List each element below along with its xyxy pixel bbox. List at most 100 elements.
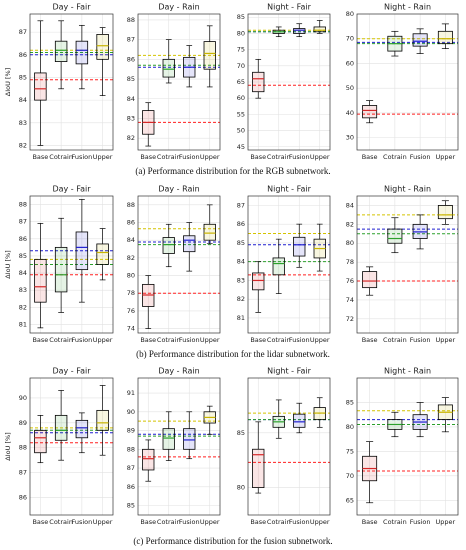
x-tick-label: Upper — [200, 518, 220, 526]
y-tick-label: 80 — [346, 423, 354, 431]
y-tick-label: 87 — [127, 36, 135, 44]
y-tick-label: 60 — [237, 94, 245, 102]
y-tick-label: 85 — [237, 429, 245, 437]
y-tick-label: 72 — [346, 315, 354, 323]
box — [252, 448, 265, 488]
frame — [247, 195, 331, 334]
y-tick-label: 83 — [127, 114, 135, 122]
y-tick-label: 88 — [127, 201, 135, 209]
box — [362, 271, 378, 289]
frame — [29, 195, 114, 334]
y-tick-label: 85 — [127, 75, 135, 83]
y-tick-label: 50 — [237, 127, 245, 135]
y-tick-label: 75 — [237, 46, 245, 54]
y-tick-label: 87 — [127, 464, 135, 472]
y-tick-label: 85 — [19, 73, 27, 81]
y-tick-label: 65 — [237, 78, 245, 86]
x-tick-label: Cotrain — [267, 153, 291, 161]
box — [272, 257, 285, 276]
box — [293, 413, 306, 428]
x-tick-label: Base — [32, 336, 48, 344]
x-tick-label: Cotrain — [157, 153, 181, 161]
y-tick-label: 74 — [127, 325, 135, 333]
box — [203, 223, 216, 241]
x-tick-label: Fusion — [71, 153, 92, 161]
x-tick-label: Upper — [93, 153, 113, 161]
x-tick-label: Cotrain — [383, 336, 407, 344]
y-tick-label: 89 — [127, 427, 135, 435]
y-tick-label: 81 — [237, 314, 245, 322]
x-tick-label: Cotrain — [267, 336, 291, 344]
plot-area — [357, 378, 458, 515]
x-tick-label: Fusion — [410, 336, 431, 344]
y-tick-label: 76 — [127, 307, 135, 315]
y-tick-label: 88 — [19, 201, 27, 209]
y-tick-label: 78 — [127, 289, 135, 297]
box — [34, 258, 47, 303]
box — [183, 428, 196, 450]
y-tick-label: 87 — [237, 201, 245, 209]
plot-area — [30, 14, 113, 150]
y-tick-label: 85 — [19, 252, 27, 260]
box — [293, 236, 306, 257]
box — [252, 71, 265, 93]
x-tick-label: Base — [250, 518, 266, 526]
box — [54, 414, 68, 441]
chart-title: Night - Rain — [384, 367, 431, 376]
box — [54, 246, 68, 293]
y-tick-label: 83 — [237, 276, 245, 284]
chart-title: Night - Fair — [267, 185, 311, 194]
frame — [137, 195, 221, 334]
box — [293, 28, 306, 34]
frame — [356, 13, 459, 151]
plot-area — [138, 196, 220, 333]
x-tick-label: Base — [140, 518, 156, 526]
x-tick-label: Base — [250, 336, 266, 344]
x-tick-label: Cotrain — [383, 518, 407, 526]
box — [313, 26, 326, 33]
plot-area — [357, 14, 458, 150]
y-tick-label: 86 — [19, 235, 27, 243]
box — [75, 231, 89, 271]
y-tick-label: 78 — [346, 258, 354, 266]
y-tick-label: 83 — [19, 286, 27, 294]
box — [54, 40, 68, 63]
chart-title: Night - Fair — [267, 3, 311, 12]
y-tick-label: 88 — [127, 445, 135, 453]
box — [96, 243, 109, 265]
y-tick-label: 60 — [346, 59, 354, 67]
box — [252, 272, 265, 291]
plot-area — [248, 196, 330, 333]
x-tick-label: Base — [362, 518, 378, 526]
x-tick-label: Fusion — [289, 153, 310, 161]
frame — [29, 13, 114, 151]
frame — [356, 195, 459, 334]
x-tick-label: Fusion — [289, 518, 310, 526]
y-tick-label: 65 — [346, 496, 354, 504]
chart-title: Day - Fair — [52, 3, 91, 12]
box — [203, 41, 216, 70]
y-axis-label: ΔIoU [%] — [4, 250, 12, 278]
x-tick-label: Cotrain — [49, 336, 73, 344]
box — [387, 228, 403, 244]
x-tick-label: Fusion — [71, 336, 92, 344]
x-tick-label: Cotrain — [383, 153, 407, 161]
y-axis-label: ΔIoU [%] — [4, 432, 12, 460]
y-tick-label: 40 — [346, 109, 354, 117]
plot-area — [138, 14, 220, 150]
x-tick-label: Upper — [93, 336, 113, 344]
frame — [247, 377, 331, 516]
y-tick-label: 82 — [19, 303, 27, 311]
y-tick-label: 76 — [346, 277, 354, 285]
y-tick-label: 82 — [237, 295, 245, 303]
x-tick-label: Fusion — [179, 336, 200, 344]
y-tick-label: 85 — [346, 398, 354, 406]
y-tick-label: 84 — [237, 258, 245, 266]
x-tick-label: Fusion — [410, 518, 431, 526]
x-tick-label: Upper — [436, 336, 456, 344]
x-tick-label: Base — [140, 153, 156, 161]
y-tick-label: 50 — [346, 84, 354, 92]
box — [437, 205, 453, 220]
y-tick-label: 82 — [346, 220, 354, 228]
